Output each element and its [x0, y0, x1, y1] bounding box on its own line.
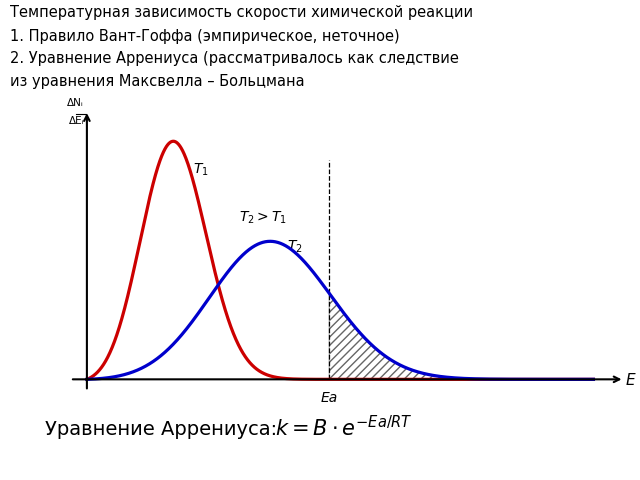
Text: Ea: Ea — [320, 391, 337, 405]
Text: $T_2$: $T_2$ — [287, 239, 303, 255]
Text: $T_2>T_1$: $T_2>T_1$ — [239, 209, 287, 226]
Text: из уравнения Максвелла – Больцмана: из уравнения Максвелла – Больцмана — [10, 74, 304, 89]
Text: $T_1$: $T_1$ — [193, 162, 209, 178]
Text: E: E — [626, 373, 636, 388]
Text: ΔNᵢ: ΔNᵢ — [67, 98, 84, 108]
Text: Температурная зависимость скорости химической реакции: Температурная зависимость скорости химич… — [10, 5, 473, 20]
Text: $k = B \cdot e^{-Ea/RT}$: $k = B \cdot e^{-Ea/RT}$ — [275, 415, 413, 441]
Text: Уравнение Аррениуса:: Уравнение Аррениуса: — [45, 420, 289, 439]
Text: ΔEᵢ: ΔEᵢ — [68, 116, 84, 126]
Text: 2. Уравнение Аррениуса (рассматривалось как следствие: 2. Уравнение Аррениуса (рассматривалось … — [10, 51, 458, 66]
Text: 1. Правило Вант-Гоффа (эмпирическое, неточное): 1. Правило Вант-Гоффа (эмпирическое, нет… — [10, 29, 399, 44]
